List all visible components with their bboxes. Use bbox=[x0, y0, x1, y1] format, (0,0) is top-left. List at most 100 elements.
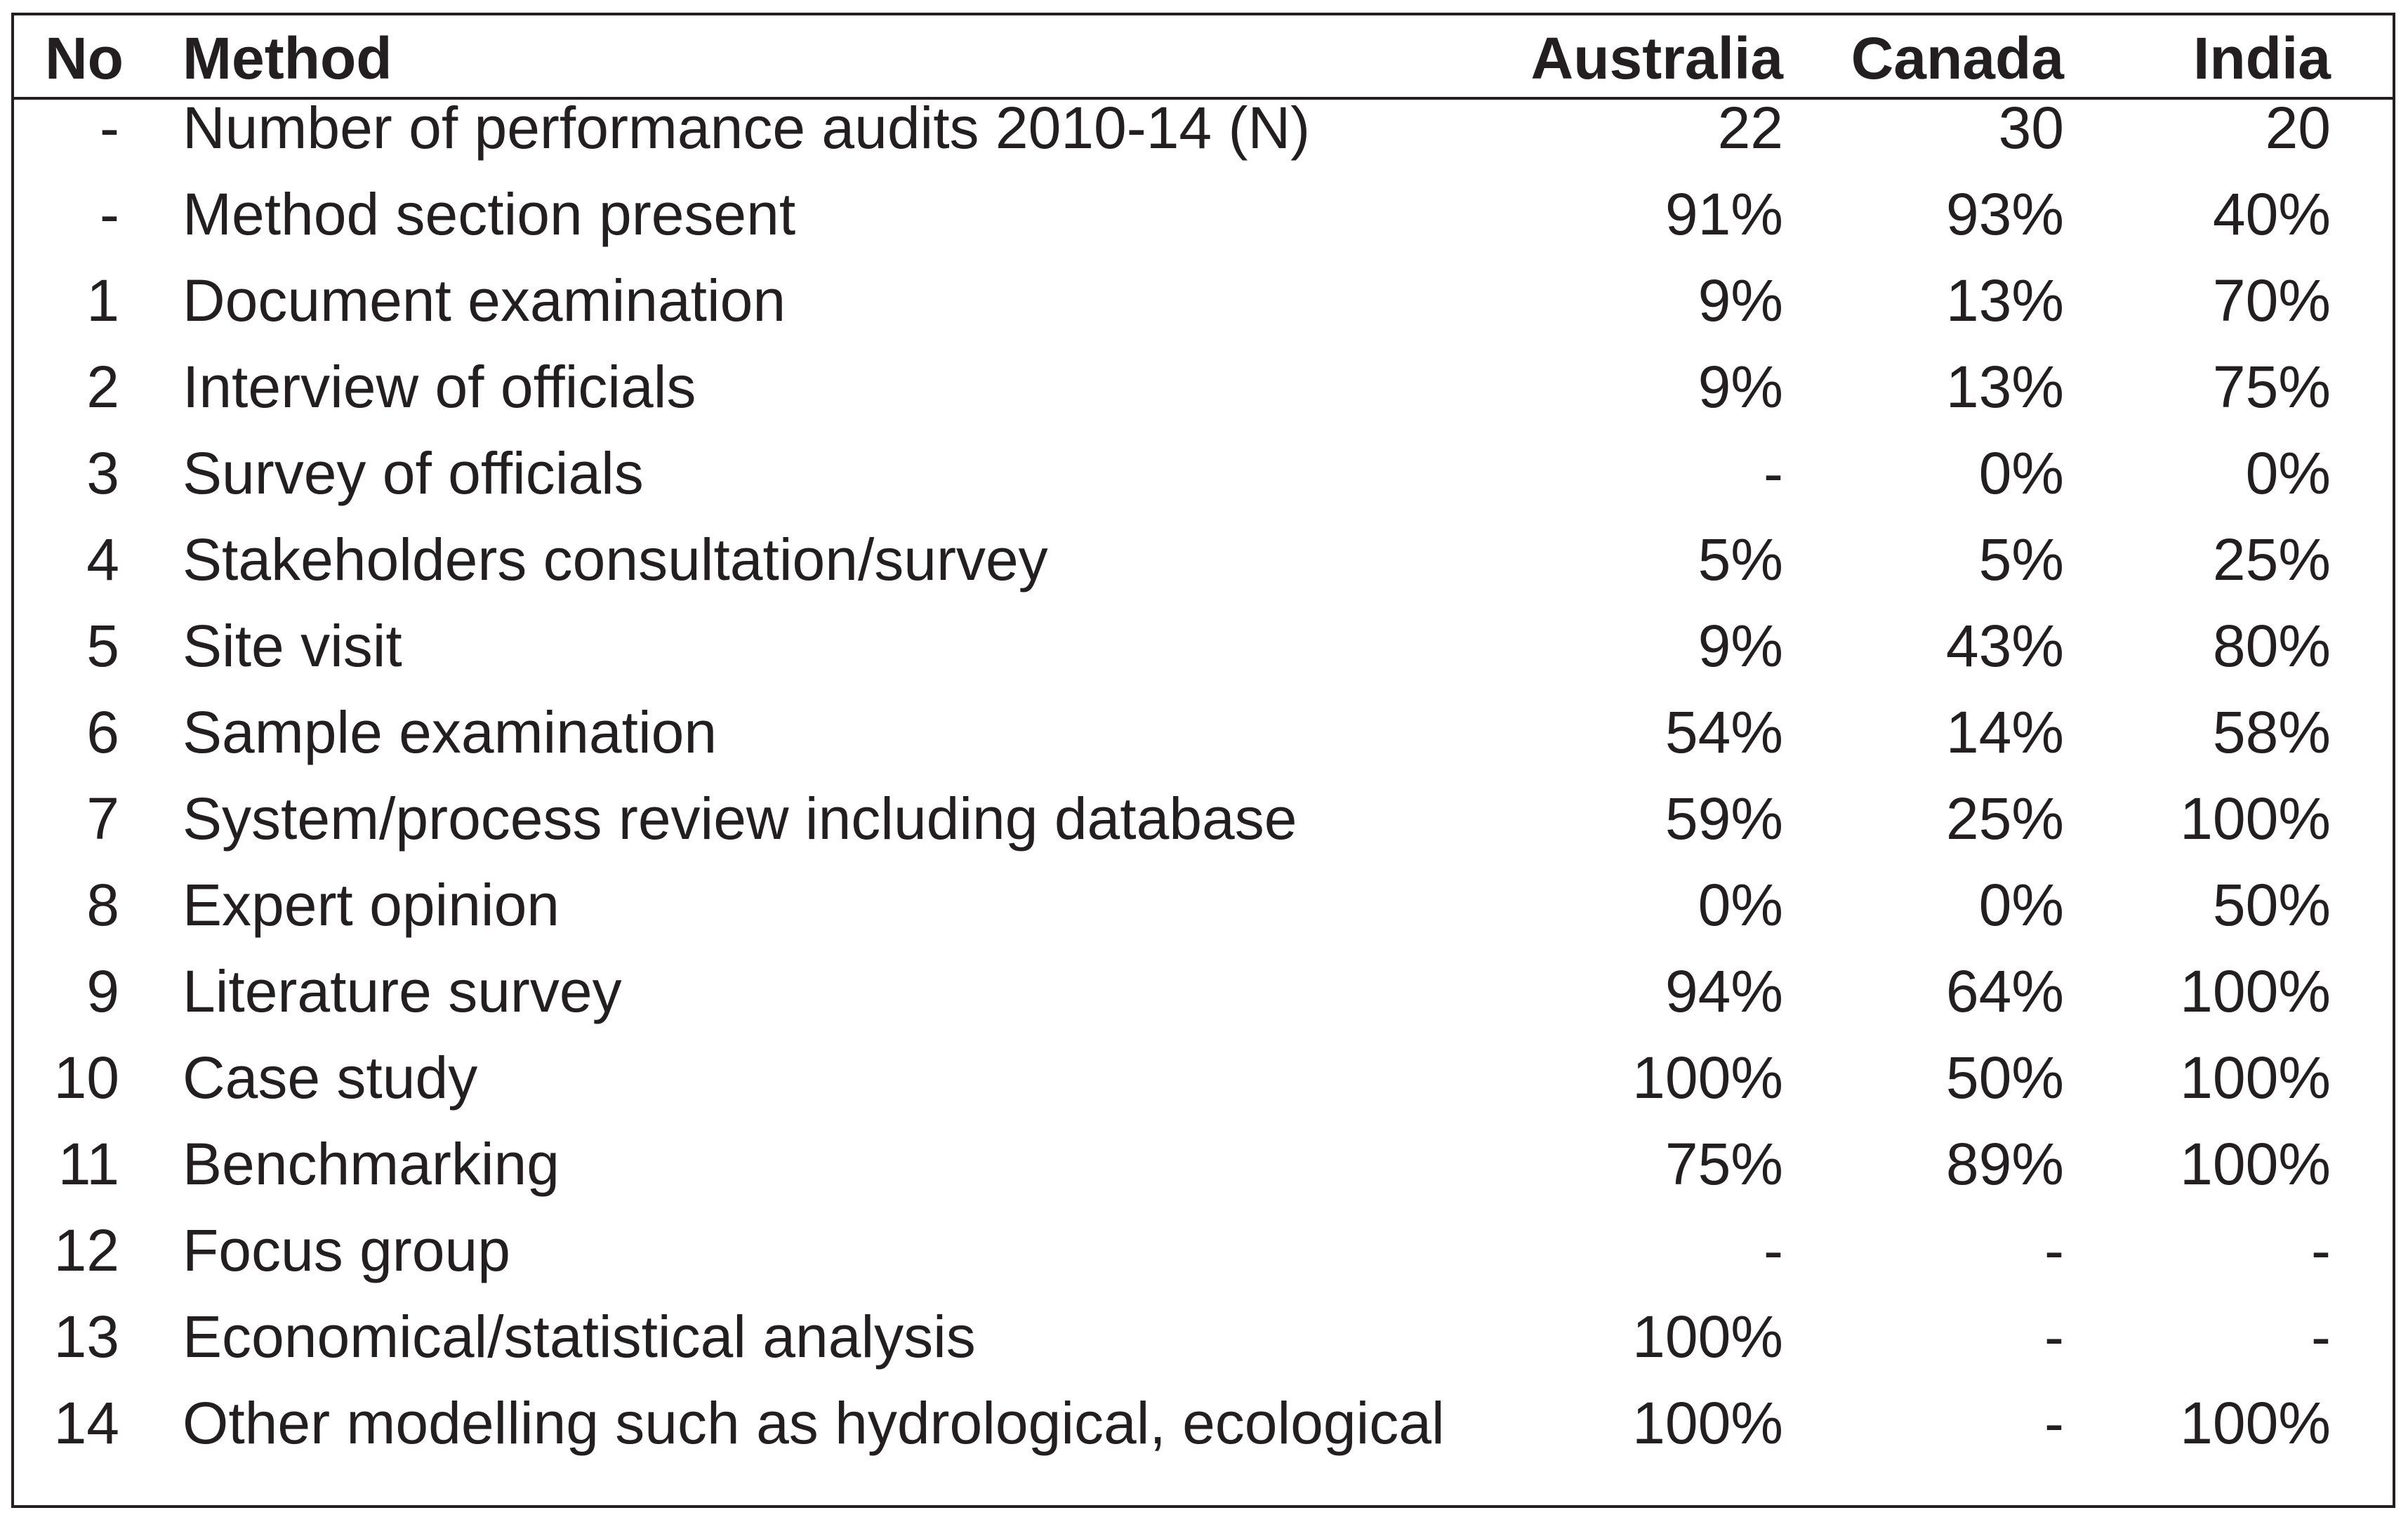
row-india: 100% bbox=[2180, 786, 2331, 852]
row-australia: 100% bbox=[1632, 1045, 1783, 1111]
row-method: Benchmarking bbox=[183, 1131, 560, 1197]
row-india: 0% bbox=[2245, 440, 2331, 506]
table-row: 11 Benchmarking 75% 89% 100% bbox=[14, 1125, 2393, 1203]
row-method: Survey of officials bbox=[183, 440, 644, 506]
table-row: 3 Survey of officials - 0% 0% bbox=[14, 435, 2393, 512]
header-method: Method bbox=[183, 25, 392, 91]
row-method: Document examination bbox=[183, 267, 786, 333]
row-no: 2 bbox=[86, 354, 119, 420]
row-canada: - bbox=[2044, 1217, 2064, 1283]
header-australia: Australia bbox=[1530, 25, 1783, 91]
table-row: 10 Case study 100% 50% 100% bbox=[14, 1039, 2393, 1116]
row-method: Stakeholders consultation/survey bbox=[183, 527, 1048, 593]
row-australia: 0% bbox=[1698, 872, 1783, 938]
row-australia: - bbox=[1764, 440, 1783, 506]
row-india: 70% bbox=[2212, 267, 2331, 333]
row-canada: - bbox=[2044, 1304, 2064, 1370]
row-canada: 13% bbox=[1945, 267, 2064, 333]
header-india: India bbox=[2192, 25, 2331, 91]
row-method: Method section present bbox=[183, 181, 796, 247]
row-method: Expert opinion bbox=[183, 872, 560, 938]
row-method: Interview of officials bbox=[183, 354, 696, 420]
row-australia: 91% bbox=[1665, 181, 1783, 247]
row-australia: 9% bbox=[1698, 354, 1783, 420]
table-row: 13 Economical/statistical analysis 100% - - bbox=[14, 1298, 2393, 1375]
row-australia: - bbox=[1764, 1217, 1783, 1283]
row-india: 50% bbox=[2212, 872, 2331, 938]
table-row: - Method section present 91% 93% 40% bbox=[14, 176, 2393, 253]
header-canada: Canada bbox=[1851, 25, 2064, 91]
row-no: 12 bbox=[53, 1217, 119, 1283]
row-india: 20 bbox=[2265, 95, 2331, 161]
row-canada: 30 bbox=[1998, 95, 2064, 161]
row-india: 100% bbox=[2180, 958, 2331, 1024]
table-row: 9 Literature survey 94% 64% 100% bbox=[14, 953, 2393, 1030]
row-no: 10 bbox=[53, 1045, 119, 1111]
methods-table: No Method Australia Canada India - Number… bbox=[11, 13, 2395, 1508]
row-australia: 22 bbox=[1717, 95, 1783, 161]
row-no: 8 bbox=[86, 872, 119, 938]
table-row: - Number of performance audits 2010-14 (N… bbox=[14, 89, 2393, 166]
row-australia: 59% bbox=[1665, 786, 1783, 852]
row-india: 100% bbox=[2180, 1131, 2331, 1197]
row-australia: 94% bbox=[1665, 958, 1783, 1024]
row-no: - bbox=[100, 95, 119, 161]
row-canada: 5% bbox=[1978, 527, 2064, 593]
row-india: - bbox=[2311, 1304, 2331, 1370]
row-method: Economical/statistical analysis bbox=[183, 1304, 976, 1370]
row-canada: 13% bbox=[1945, 354, 2064, 420]
row-method: Other modelling such as hydrological, ec… bbox=[183, 1390, 1445, 1456]
row-no: 3 bbox=[86, 440, 119, 506]
row-no: 6 bbox=[86, 699, 119, 765]
row-method: Site visit bbox=[183, 613, 402, 679]
row-no: 1 bbox=[86, 267, 119, 333]
row-india: 58% bbox=[2212, 699, 2331, 765]
row-canada: 0% bbox=[1978, 440, 2064, 506]
row-canada: 43% bbox=[1945, 613, 2064, 679]
row-no: 5 bbox=[86, 613, 119, 679]
table-row: 4 Stakeholders consultation/survey 5% 5% 25% bbox=[14, 521, 2393, 598]
row-canada: 14% bbox=[1945, 699, 2064, 765]
row-india: 40% bbox=[2212, 181, 2331, 247]
row-australia: 75% bbox=[1665, 1131, 1783, 1197]
row-india: 25% bbox=[2212, 527, 2331, 593]
row-no: 11 bbox=[58, 1131, 119, 1197]
row-canada: 25% bbox=[1945, 786, 2064, 852]
table-row: 1 Document examination 9% 13% 70% bbox=[14, 262, 2393, 339]
row-australia: 9% bbox=[1698, 613, 1783, 679]
table-row: 8 Expert opinion 0% 0% 50% bbox=[14, 866, 2393, 944]
row-method: Sample examination bbox=[183, 699, 717, 765]
row-no: 7 bbox=[86, 786, 119, 852]
row-no: 9 bbox=[86, 958, 119, 1024]
row-canada: 50% bbox=[1945, 1045, 2064, 1111]
row-canada: 89% bbox=[1945, 1131, 2064, 1197]
row-no: 4 bbox=[86, 527, 119, 593]
row-method: Literature survey bbox=[183, 958, 622, 1024]
table-row: 5 Site visit 9% 43% 80% bbox=[14, 607, 2393, 684]
row-method: Number of performance audits 2010-14 (N) bbox=[183, 95, 1311, 161]
row-india: 75% bbox=[2212, 354, 2331, 420]
header-no: No bbox=[45, 25, 124, 91]
row-no: - bbox=[100, 181, 119, 247]
table-row: 14 Other modelling such as hydrological, … bbox=[14, 1384, 2393, 1462]
row-australia: 5% bbox=[1698, 527, 1783, 593]
row-canada: 0% bbox=[1978, 872, 2064, 938]
table-row: 2 Interview of officials 9% 13% 75% bbox=[14, 348, 2393, 425]
row-method: Case study bbox=[183, 1045, 478, 1111]
row-method: Focus group bbox=[183, 1217, 510, 1283]
row-india: 100% bbox=[2180, 1390, 2331, 1456]
row-method: System/process review including database bbox=[183, 786, 1297, 852]
table-row: 7 System/process review including databas… bbox=[14, 780, 2393, 857]
header-divider bbox=[14, 97, 2393, 100]
row-canada: 93% bbox=[1945, 181, 2064, 247]
row-no: 14 bbox=[53, 1390, 119, 1456]
row-canada: 64% bbox=[1945, 958, 2064, 1024]
row-canada: - bbox=[2044, 1390, 2064, 1456]
table-row: 6 Sample examination 54% 14% 58% bbox=[14, 694, 2393, 771]
row-india: - bbox=[2311, 1217, 2331, 1283]
row-india: 100% bbox=[2180, 1045, 2331, 1111]
table-header-row: No Method Australia Canada India bbox=[14, 20, 2393, 97]
row-india: 80% bbox=[2212, 613, 2331, 679]
row-australia: 9% bbox=[1698, 267, 1783, 333]
row-australia: 100% bbox=[1632, 1304, 1783, 1370]
